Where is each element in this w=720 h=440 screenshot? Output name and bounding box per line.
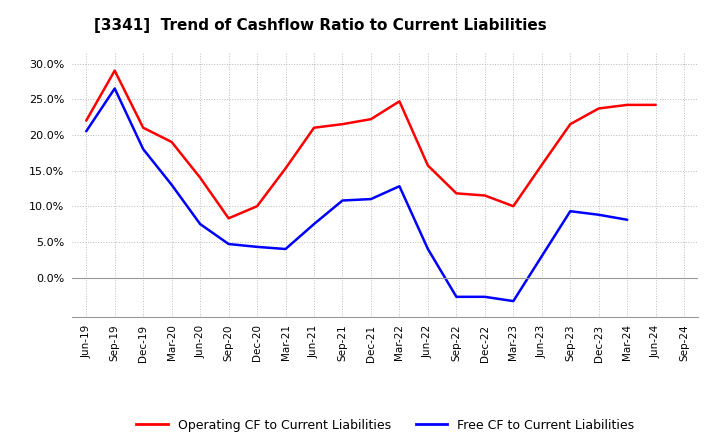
Text: [3341]  Trend of Cashflow Ratio to Current Liabilities: [3341] Trend of Cashflow Ratio to Curren… (94, 18, 546, 33)
Legend: Operating CF to Current Liabilities, Free CF to Current Liabilities: Operating CF to Current Liabilities, Fre… (131, 414, 639, 437)
